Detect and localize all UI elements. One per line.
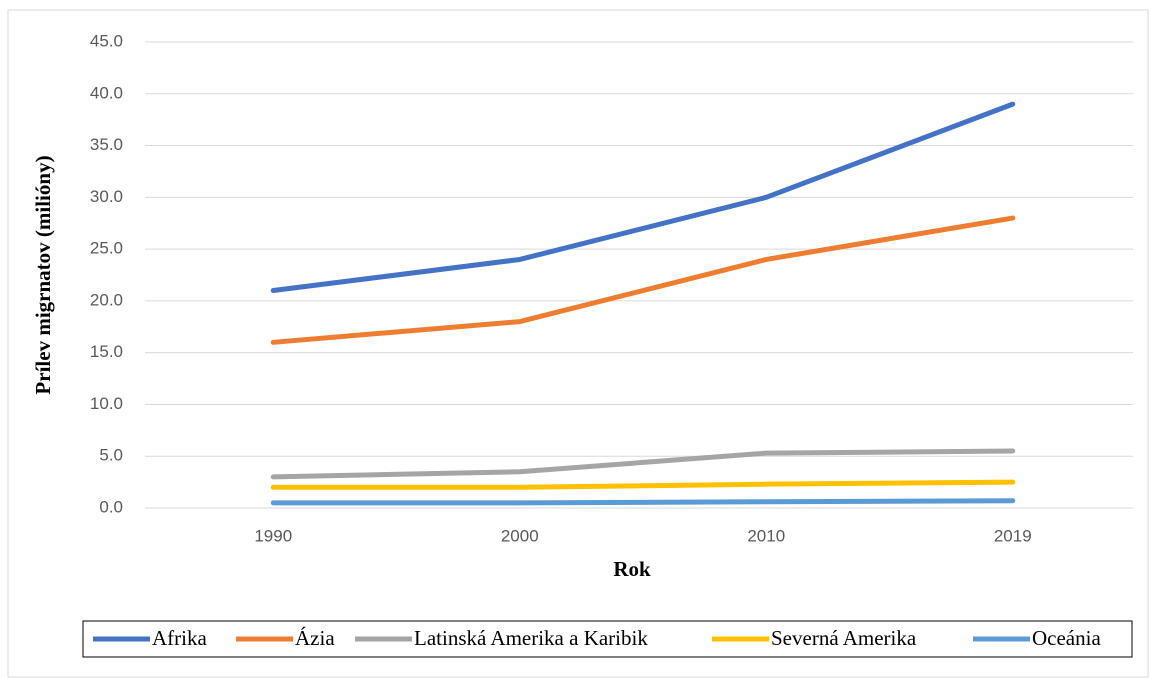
legend-label: Ázia (295, 626, 335, 650)
y-axis-title: Prílev migrnatov (milióny) (31, 155, 55, 394)
chart-border (7, 9, 1149, 678)
x-tick-label: 2010 (747, 526, 785, 545)
legend-box (82, 620, 1133, 658)
y-tick-label: 0.0 (99, 497, 123, 516)
y-tick-label: 25.0 (90, 239, 123, 258)
legend-label: Oceánia (1032, 626, 1101, 650)
legend-label: Latinská Amerika a Karibik (414, 626, 648, 650)
y-tick-label: 45.0 (90, 31, 123, 50)
y-tick-label: 40.0 (90, 83, 123, 102)
legend-label: Severná Amerika (771, 626, 917, 650)
legend-label: Afrika (152, 626, 207, 650)
y-tick-label: 10.0 (90, 394, 123, 413)
series-line (270, 215, 1016, 345)
y-tick-label: 20.0 (90, 290, 123, 309)
y-tick-label: 5.0 (99, 446, 123, 465)
series-line (270, 448, 1016, 480)
y-tick-label: 15.0 (90, 342, 123, 361)
series-line (270, 498, 1016, 506)
x-tick-label: 2000 (501, 526, 539, 545)
x-tick-label: 1990 (254, 526, 292, 545)
x-tick-label: 2019 (994, 526, 1032, 545)
series-line (270, 101, 1016, 294)
series-line (270, 479, 1016, 490)
x-axis-title: Rok (613, 557, 651, 581)
y-tick-label: 30.0 (90, 187, 123, 206)
y-tick-label: 35.0 (90, 135, 123, 154)
